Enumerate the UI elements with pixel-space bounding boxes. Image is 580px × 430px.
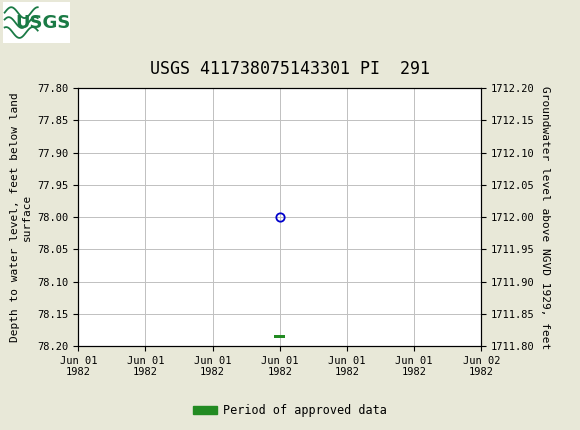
FancyBboxPatch shape bbox=[3, 2, 70, 43]
Text: USGS: USGS bbox=[16, 14, 71, 31]
Y-axis label: Depth to water level, feet below land
surface: Depth to water level, feet below land su… bbox=[10, 92, 32, 342]
Bar bbox=[274, 335, 285, 338]
Y-axis label: Groundwater level above NGVD 1929, feet: Groundwater level above NGVD 1929, feet bbox=[541, 86, 550, 349]
Legend: Period of approved data: Period of approved data bbox=[188, 399, 392, 422]
Text: USGS 411738075143301 PI  291: USGS 411738075143301 PI 291 bbox=[150, 60, 430, 78]
